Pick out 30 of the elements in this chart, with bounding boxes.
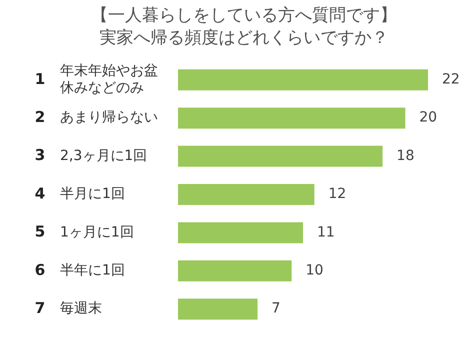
y-tick-label: 年末年始やお盆休みなどのみ	[60, 63, 158, 96]
text: 2	[34, 108, 46, 126]
bar	[178, 108, 406, 129]
data-label: 11	[317, 224, 335, 240]
text: 4	[34, 184, 46, 202]
bar	[178, 298, 258, 320]
y-tick-label: 半年に1回	[60, 262, 125, 279]
bar	[178, 69, 428, 90]
text: 6	[34, 260, 46, 279]
bar	[178, 222, 303, 244]
bar	[178, 260, 292, 282]
bar	[178, 146, 383, 167]
bar	[178, 184, 314, 206]
text: 1	[34, 70, 46, 88]
data-label: 20	[419, 110, 438, 126]
chart-subtitle: 実家へ帰る頻度はどれくらいですか？	[100, 28, 388, 48]
y-tick-label: 毎週末	[60, 300, 102, 317]
y-tick-label: 2,3ヶ月に1回	[60, 148, 148, 164]
y-tick-label: 1ヶ月に1回	[60, 224, 134, 240]
chart-title: 【一人暮らしをしている方へ質問です】	[91, 6, 397, 26]
data-label: 12	[328, 186, 346, 202]
data-label: 10	[306, 262, 324, 279]
text: 7	[34, 298, 46, 317]
text: 5	[34, 222, 46, 241]
text: 3	[34, 146, 46, 164]
data-label: 7	[272, 300, 280, 317]
y-tick-label: あまり帰らない	[60, 110, 158, 126]
data-label: 22	[442, 72, 460, 88]
y-tick-label: 半月に1回	[60, 186, 125, 202]
data-label: 18	[396, 148, 414, 164]
